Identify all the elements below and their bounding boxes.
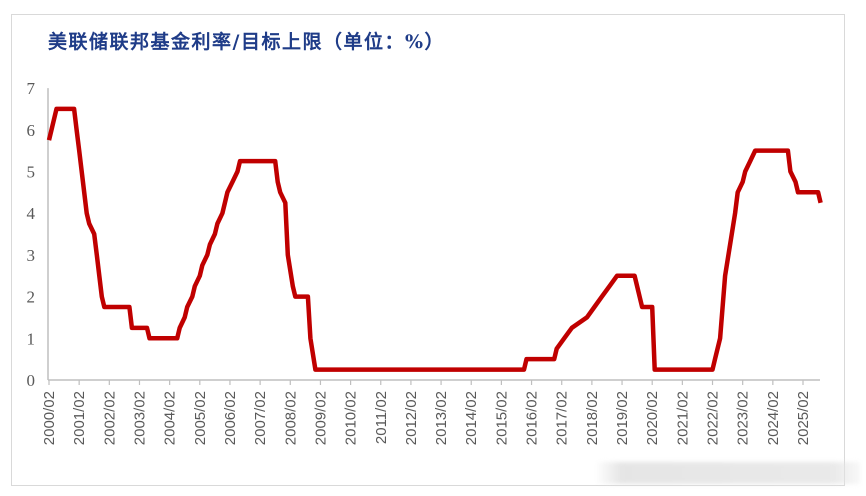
x-tick-label: 2001/02 (71, 391, 88, 445)
x-tick-label: 2005/02 (192, 391, 209, 445)
chart-title: 美联储联邦基金利率/目标上限（单位：%） (48, 31, 445, 53)
x-tick-label: 2016/02 (524, 391, 541, 445)
x-tick-label: 2024/02 (765, 391, 782, 445)
y-tick-label: 4 (27, 204, 36, 223)
x-tick-label: 2023/02 (735, 391, 752, 445)
x-tick-label: 2009/02 (312, 391, 329, 445)
x-tick-label: 2010/02 (343, 391, 360, 445)
x-tick-label: 2007/02 (252, 391, 269, 445)
y-tick-label: 1 (27, 329, 36, 348)
x-tick-label: 2018/02 (584, 391, 601, 445)
chart-frame (11, 14, 845, 486)
x-tick-label: 2025/02 (795, 391, 812, 445)
x-tick-label: 2011/02 (373, 391, 390, 444)
x-tick-label: 2015/02 (493, 391, 510, 445)
x-tick-label: 2012/02 (403, 391, 420, 445)
x-tick-label: 2014/02 (463, 391, 480, 445)
x-tick-label: 2019/02 (614, 391, 631, 445)
x-tick-label: 2002/02 (101, 391, 118, 445)
x-tick-label: 2017/02 (554, 391, 571, 445)
x-tick-label: 2004/02 (162, 391, 179, 445)
x-tick-label: 2008/02 (282, 391, 299, 445)
x-tick-label: 2020/02 (644, 391, 661, 445)
x-tick-label: 2022/02 (705, 391, 722, 445)
x-tick-label: 2000/02 (41, 391, 58, 445)
watermark (595, 462, 860, 484)
x-tick-label: 2006/02 (222, 391, 239, 445)
y-tick-label: 5 (27, 163, 36, 182)
x-axis: 2000/02 2001/02 2002/02 2003/02 2004/02 2005/… (41, 379, 820, 445)
series-line (46, 106, 823, 372)
x-tick-label: 2003/02 (131, 391, 148, 445)
x-tick-label: 2013/02 (433, 391, 450, 445)
y-tick-label: 3 (27, 246, 36, 265)
y-tick-label: 6 (27, 121, 36, 140)
y-tick-label: 7 (27, 79, 36, 98)
y-tick-label: 0 (27, 371, 36, 390)
y-axis: 0 1 2 3 4 5 6 7 (27, 79, 49, 390)
y-tick-label: 2 (27, 288, 36, 307)
x-tick-label: 2021/02 (674, 391, 691, 445)
